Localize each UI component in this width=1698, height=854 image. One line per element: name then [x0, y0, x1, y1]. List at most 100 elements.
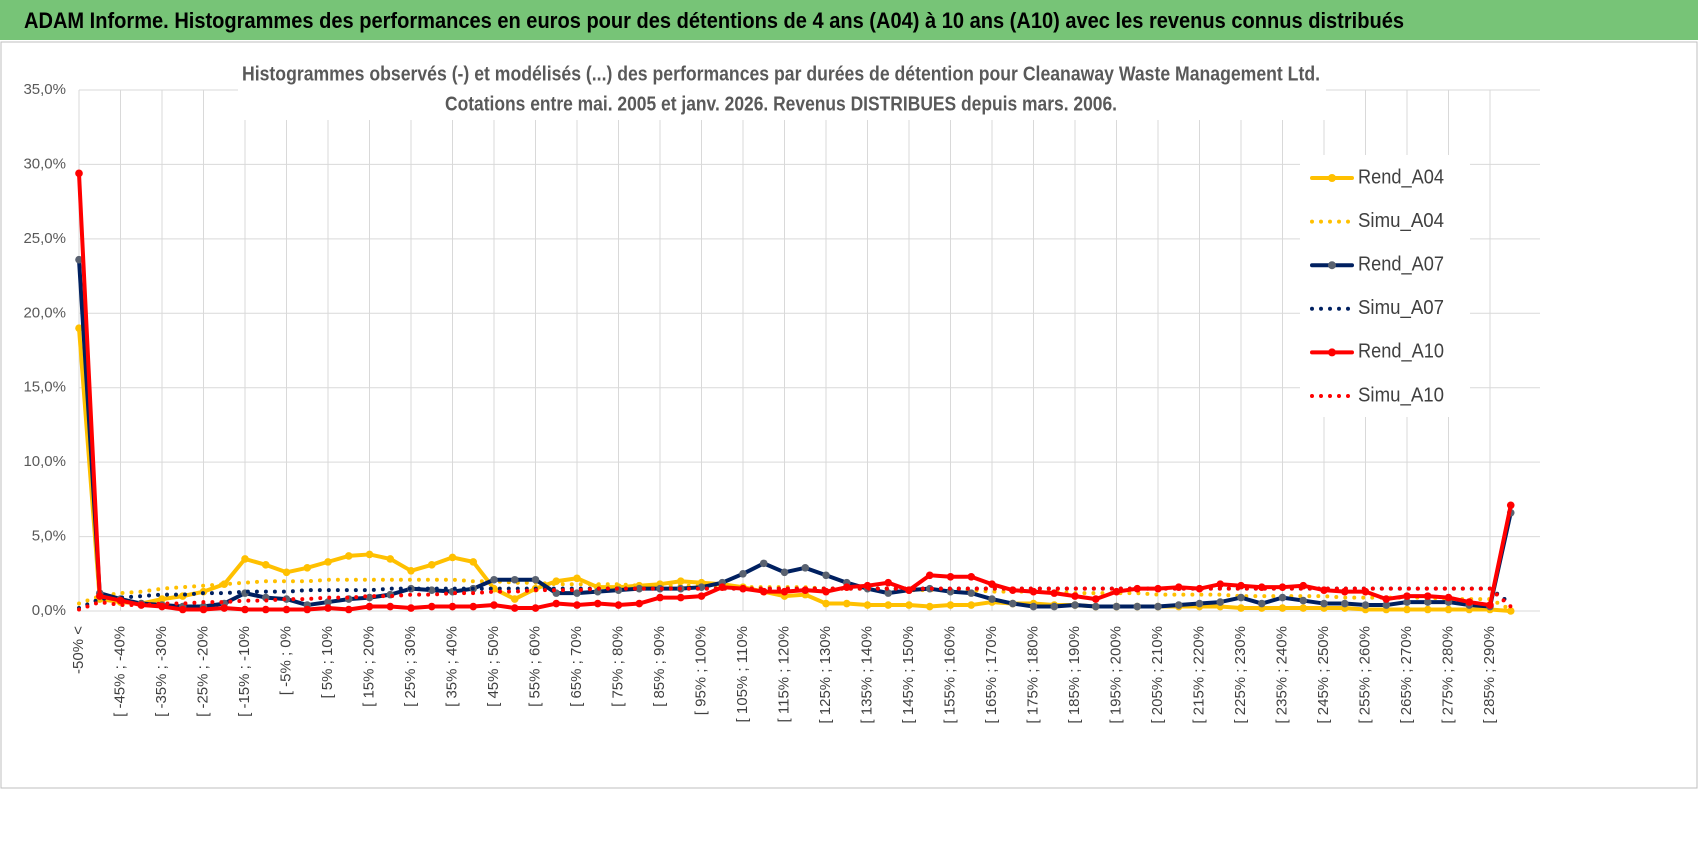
data-point	[324, 604, 332, 612]
data-point	[1486, 601, 1494, 609]
data-point	[1029, 602, 1038, 611]
legend-marker	[1328, 261, 1336, 270]
data-point	[1008, 599, 1017, 608]
data-point	[427, 586, 436, 594]
data-point	[739, 569, 747, 578]
data-point	[1216, 580, 1225, 589]
data-point	[427, 602, 436, 611]
legend-marker	[1328, 348, 1336, 357]
data-point	[490, 601, 498, 609]
data-point	[822, 571, 830, 580]
data-point	[510, 604, 519, 612]
legend-label: Simu_A04	[1358, 210, 1444, 232]
legend-bg	[1300, 155, 1470, 417]
data-point	[635, 584, 644, 593]
data-point	[1050, 602, 1059, 611]
x-tick-label: [ 55% ; 60%	[526, 626, 543, 707]
data-point	[469, 558, 478, 566]
data-point	[1423, 598, 1432, 606]
data-point	[925, 571, 934, 580]
x-tick-label: [ -15% ; -10%	[236, 626, 253, 717]
x-tick-label: [ 225% ; 230%	[1232, 626, 1249, 724]
data-point	[427, 561, 436, 569]
model-line	[77, 577, 1513, 612]
data-point	[863, 601, 872, 609]
data-point	[1071, 592, 1079, 600]
data-point	[116, 596, 125, 605]
data-point	[884, 601, 893, 609]
x-tick-label: [ -25% ; -20%	[194, 626, 211, 717]
data-point	[407, 567, 415, 575]
data-point	[1423, 605, 1432, 614]
data-point	[1340, 599, 1349, 608]
data-point	[552, 599, 561, 608]
data-point	[1195, 599, 1204, 608]
data-point	[988, 580, 996, 589]
x-tick-label: [ 25% ; 30%	[402, 626, 419, 707]
x-tick-label: [ 75% ; 80%	[609, 626, 626, 707]
x-tick-label: [ 265% ; 270%	[1398, 626, 1415, 724]
data-point	[303, 605, 312, 614]
x-tick-label: [ 215% ; 220%	[1190, 626, 1207, 724]
y-tick-label: 30,0%	[23, 155, 66, 172]
data-point	[469, 602, 478, 611]
data-point	[822, 599, 830, 608]
legend-label: Rend_A10	[1358, 341, 1444, 363]
x-tick-label: [ 65% ; 70%	[568, 626, 585, 707]
x-tick-label: [ 15% ; 20%	[360, 626, 377, 707]
x-tick-label: [ 35% ; 40%	[443, 626, 460, 707]
data-point	[780, 568, 789, 577]
data-point	[593, 599, 602, 608]
data-point	[324, 598, 332, 606]
x-tick-label: [ 125% ; 130%	[817, 626, 834, 724]
data-point	[1237, 604, 1245, 612]
data-point	[1091, 602, 1100, 611]
data-point	[614, 601, 623, 609]
model-line	[77, 586, 1513, 612]
data-point	[842, 599, 851, 608]
data-point	[303, 564, 312, 572]
data-point	[1361, 601, 1370, 609]
data-point	[905, 601, 913, 609]
x-tick-label: [ 185% ; 190%	[1066, 626, 1083, 724]
data-point	[925, 602, 934, 611]
legend-marker	[1328, 174, 1336, 182]
data-point	[1382, 595, 1391, 603]
data-point	[573, 601, 581, 609]
x-tick-label: [ 5% ; 10%	[319, 626, 336, 699]
data-point	[573, 574, 581, 583]
y-tick-label: 20,0%	[23, 304, 66, 321]
data-point	[95, 592, 104, 600]
x-tick-label: [ 115% ; 120%	[775, 626, 792, 722]
data-point	[448, 553, 457, 562]
data-point	[261, 561, 270, 569]
data-point	[573, 589, 581, 597]
x-tick-label: [ 155% ; 160%	[941, 626, 958, 724]
data-point	[75, 169, 83, 178]
data-point	[801, 564, 810, 572]
title-bg	[238, 60, 1326, 120]
data-point	[1278, 593, 1287, 602]
data-point	[946, 572, 955, 581]
data-point	[490, 575, 498, 584]
data-point	[1320, 586, 1328, 594]
x-tick-label: [ 85% ; 90%	[651, 626, 668, 707]
data-point	[697, 592, 706, 600]
data-point	[905, 586, 913, 594]
data-point	[676, 577, 685, 586]
data-point	[178, 605, 187, 614]
data-point	[1237, 593, 1245, 602]
data-point	[531, 575, 540, 584]
data-point	[1444, 605, 1453, 614]
x-tick-label: [ 275% ; 280%	[1439, 626, 1456, 724]
legend-label: Rend_A07	[1358, 253, 1444, 275]
y-tick-label: 15,0%	[23, 379, 66, 396]
data-point	[842, 583, 851, 591]
x-tick-label: [ 145% ; 150%	[900, 626, 917, 724]
data-point	[1465, 598, 1474, 606]
data-point	[344, 605, 353, 614]
observed-line	[77, 171, 1513, 612]
data-point	[1278, 604, 1287, 612]
data-point	[1299, 596, 1308, 605]
